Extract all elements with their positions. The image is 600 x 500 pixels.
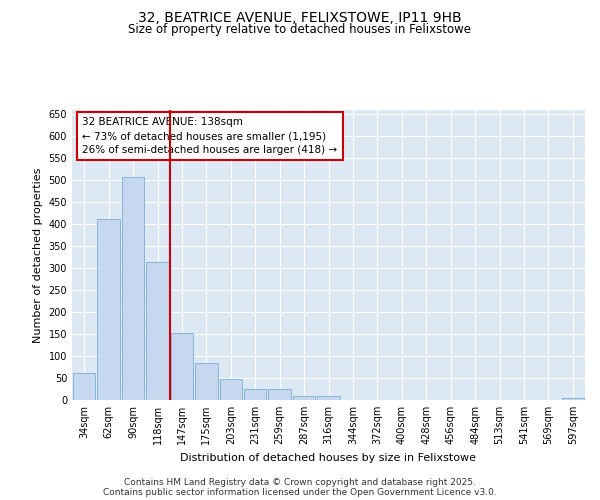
Text: Contains HM Land Registry data © Crown copyright and database right 2025.
Contai: Contains HM Land Registry data © Crown c… [103, 478, 497, 497]
Text: 32, BEATRICE AVENUE, FELIXSTOWE, IP11 9HB: 32, BEATRICE AVENUE, FELIXSTOWE, IP11 9H… [138, 10, 462, 24]
Bar [170, 333, 193, 400]
Bar [97, 219, 120, 400]
Bar [220, 380, 242, 400]
Bar [244, 390, 266, 400]
Text: Size of property relative to detached houses in Felixstowe: Size of property relative to detached ho… [128, 24, 472, 36]
Y-axis label: Number of detached properties: Number of detached properties [33, 168, 43, 342]
Bar [268, 389, 291, 400]
Bar [122, 177, 145, 400]
Bar [562, 398, 584, 400]
Bar [293, 396, 316, 400]
Bar [195, 362, 218, 400]
Bar [317, 396, 340, 400]
Bar [73, 373, 95, 400]
Bar [146, 262, 169, 400]
Text: 32 BEATRICE AVENUE: 138sqm
← 73% of detached houses are smaller (1,195)
26% of s: 32 BEATRICE AVENUE: 138sqm ← 73% of deta… [82, 117, 337, 155]
X-axis label: Distribution of detached houses by size in Felixstowe: Distribution of detached houses by size … [181, 452, 476, 462]
